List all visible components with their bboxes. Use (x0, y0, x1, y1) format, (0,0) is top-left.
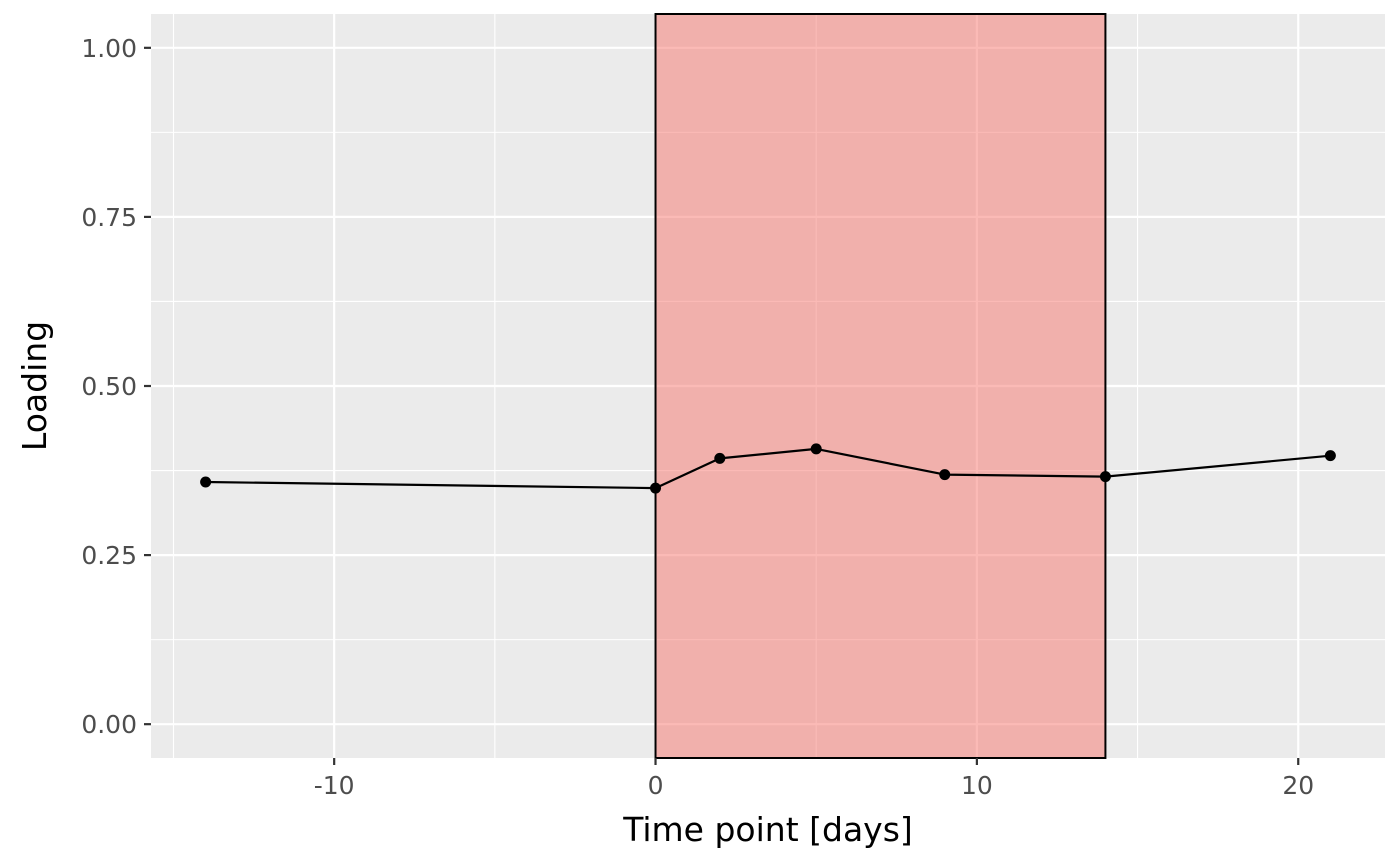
y-tick-label: 1.00 (81, 34, 137, 63)
y-axis-title: Loading (15, 321, 54, 451)
data-point (200, 476, 212, 488)
x-tick-label: 20 (1282, 771, 1314, 800)
data-series (200, 443, 1336, 494)
x-tick-label: 0 (648, 771, 664, 800)
x-axis: -10 0 10 20 (314, 758, 1314, 800)
y-tick-label: 0.25 (81, 541, 137, 570)
x-tick-label: -10 (314, 771, 355, 800)
y-axis: 0.00 0.25 0.50 0.75 1.00 (81, 34, 151, 739)
y-tick-label: 0.00 (81, 710, 137, 739)
data-point (1324, 450, 1336, 462)
data-point (1099, 471, 1111, 483)
y-tick-label: 0.75 (81, 203, 137, 232)
data-point (810, 443, 822, 455)
data-point (714, 452, 726, 464)
x-tick-label: 10 (961, 771, 993, 800)
data-point (939, 469, 951, 481)
data-point (650, 482, 662, 494)
x-axis-title: Time point [days] (622, 810, 913, 849)
highlight-region (654, 13, 1107, 759)
y-tick-label: 0.50 (81, 372, 137, 401)
